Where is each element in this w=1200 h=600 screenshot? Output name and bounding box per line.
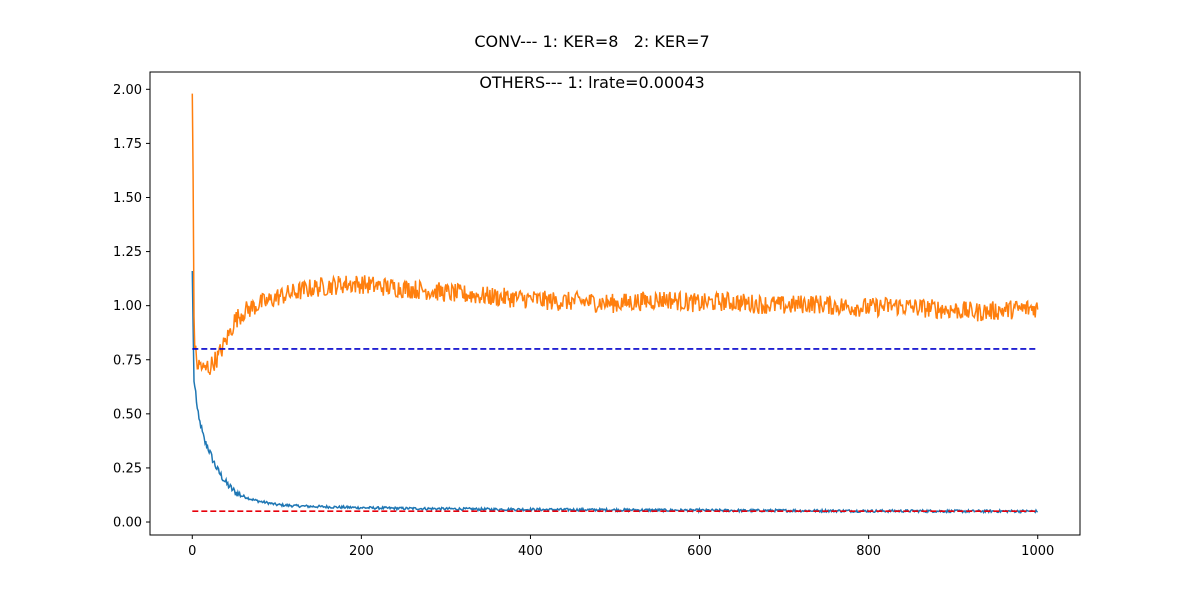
y-tick-label: 1.50 xyxy=(113,191,142,206)
y-tick-label: 1.25 xyxy=(113,245,142,260)
y-tick-label: 0.50 xyxy=(113,407,142,422)
series-line-1 xyxy=(191,93,1039,375)
chart-subtitle: OTHERS--- 1: lrate=0.00043 xyxy=(479,73,704,92)
x-tick-label: 600 xyxy=(687,544,712,559)
y-tick-label: 2.00 xyxy=(113,83,142,98)
x-tick-label: 400 xyxy=(518,544,543,559)
x-tick-label: 800 xyxy=(856,544,881,559)
y-tick-label: 1.75 xyxy=(113,137,142,152)
y-tick-label: 0.00 xyxy=(113,516,142,531)
plot-area-frame xyxy=(149,71,1081,536)
y-tick-label: 0.25 xyxy=(113,461,142,476)
chart-title: CONV--- 1: KER=8 2: KER=7 xyxy=(474,32,709,51)
x-tick-label: 1000 xyxy=(1021,544,1054,559)
y-axis: 0.00 0.25 0.50 0.75 1.00 1.25 1.50 1.75 2.00 xyxy=(113,83,150,531)
y-tick-label: 0.75 xyxy=(113,353,142,368)
x-axis: 0 200 400 600 800 1000 xyxy=(188,535,1054,559)
series-layer xyxy=(191,93,1039,515)
y-tick-label: 1.00 xyxy=(113,299,142,314)
x-tick-label: 0 xyxy=(188,544,196,559)
x-tick-label: 200 xyxy=(349,544,374,559)
